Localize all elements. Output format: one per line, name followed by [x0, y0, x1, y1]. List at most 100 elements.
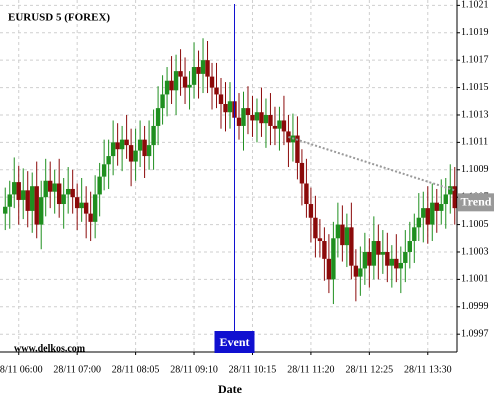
candle-body [245, 108, 251, 115]
candle-body [353, 265, 359, 277]
candle-body [34, 186, 39, 225]
candle-body [182, 76, 188, 88]
y-tick-label: 1.1019 [461, 27, 489, 38]
candle-body [92, 194, 98, 222]
candle-body [39, 197, 44, 225]
y-tick-label: 1.1001 [461, 274, 489, 285]
candle-body [362, 251, 368, 269]
candle-body [133, 150, 138, 162]
candle-body [30, 186, 35, 211]
candle-body [209, 76, 215, 88]
candle-body [380, 251, 386, 255]
candle-body [101, 164, 107, 177]
chart-title: EURUSD 5 (FOREX) [8, 12, 110, 24]
candle-body [88, 213, 93, 222]
x-tick-label: 28/11 09:10 [170, 364, 218, 375]
candle-body [439, 204, 444, 211]
candle-body [254, 112, 260, 121]
event-label-box [214, 331, 255, 353]
candle-body [407, 241, 413, 252]
x-tick-label: 28/11 08:05 [112, 364, 160, 375]
y-tick-label: 1.1021 [461, 0, 489, 11]
candle-body [403, 251, 408, 263]
candle-body [178, 71, 183, 77]
candle-body [12, 182, 17, 195]
candle-body [398, 262, 404, 269]
x-tick-label: 28/11 07:00 [53, 364, 101, 375]
y-tick-label: 1.1013 [461, 109, 489, 120]
y-tick-label: 1.1005 [461, 219, 489, 230]
candle-body [376, 241, 381, 255]
y-tick-label: 1.1009 [461, 164, 489, 175]
candle-body [191, 67, 197, 85]
y-tick-label: 1.1015 [461, 82, 489, 93]
candle-body [241, 108, 246, 126]
y-tick-label: 1.1011 [461, 137, 488, 148]
candle-body [124, 139, 129, 146]
candle-body [385, 251, 390, 266]
candle-body [281, 120, 287, 132]
candle-body [308, 204, 314, 218]
y-tick-label: 1.0997 [461, 328, 489, 339]
candle-body [317, 238, 323, 242]
candle-body [56, 183, 62, 205]
candle-body [313, 217, 318, 239]
candle-body [3, 206, 8, 214]
candle-body [272, 125, 278, 129]
x-tick-label: 28/11 10:15 [229, 364, 277, 375]
candle-body [443, 194, 448, 205]
candle-body [70, 188, 75, 198]
candle-body [416, 217, 421, 228]
y-tick-label: 1.1003 [461, 246, 489, 257]
candle-body [25, 190, 30, 211]
candle-body [236, 117, 242, 126]
candle-body [214, 87, 219, 95]
candle-body [151, 125, 156, 146]
candle-body [344, 227, 350, 246]
candle-body [164, 80, 170, 95]
candle-body [299, 162, 305, 184]
candle-body [412, 227, 417, 242]
candle-body [115, 142, 120, 150]
trend-label-box [458, 193, 494, 212]
candle-body [119, 139, 125, 150]
candle-body [137, 139, 143, 151]
candle-body [452, 186, 457, 209]
candle-body [335, 224, 341, 239]
candle-body [83, 202, 89, 214]
candle-body [326, 258, 332, 280]
y-tick-label: 1.1017 [461, 54, 489, 65]
candle-body [358, 268, 363, 277]
candle-body [205, 60, 210, 77]
trend-line [288, 135, 456, 192]
candle-body [322, 241, 327, 259]
candle-body [389, 258, 395, 266]
candle-body [277, 120, 282, 129]
candle-body [200, 60, 206, 74]
candle-body [142, 139, 147, 157]
candle-body [263, 114, 269, 124]
candle-body [268, 114, 273, 126]
candle-body [218, 94, 224, 105]
candle-body [65, 188, 71, 195]
candle-body [259, 112, 264, 124]
candle-body [21, 190, 26, 200]
trend-label: Trend [461, 195, 492, 209]
candle-body [128, 145, 134, 162]
candle-body [52, 183, 57, 192]
candle-body [295, 135, 300, 163]
candle-body [331, 238, 336, 280]
candle-body [146, 145, 152, 157]
x-tick-label: 28/11 11:20 [287, 364, 334, 375]
candle-body [173, 71, 179, 91]
candle-body [434, 202, 439, 211]
candle-body [430, 202, 435, 225]
candle-body [110, 142, 116, 157]
candle-body [7, 194, 12, 207]
x-tick-label: 28/11 12:25 [346, 364, 394, 375]
candle-body [250, 114, 255, 121]
x-axis-label: Date [218, 382, 243, 396]
candle-body [43, 180, 48, 198]
